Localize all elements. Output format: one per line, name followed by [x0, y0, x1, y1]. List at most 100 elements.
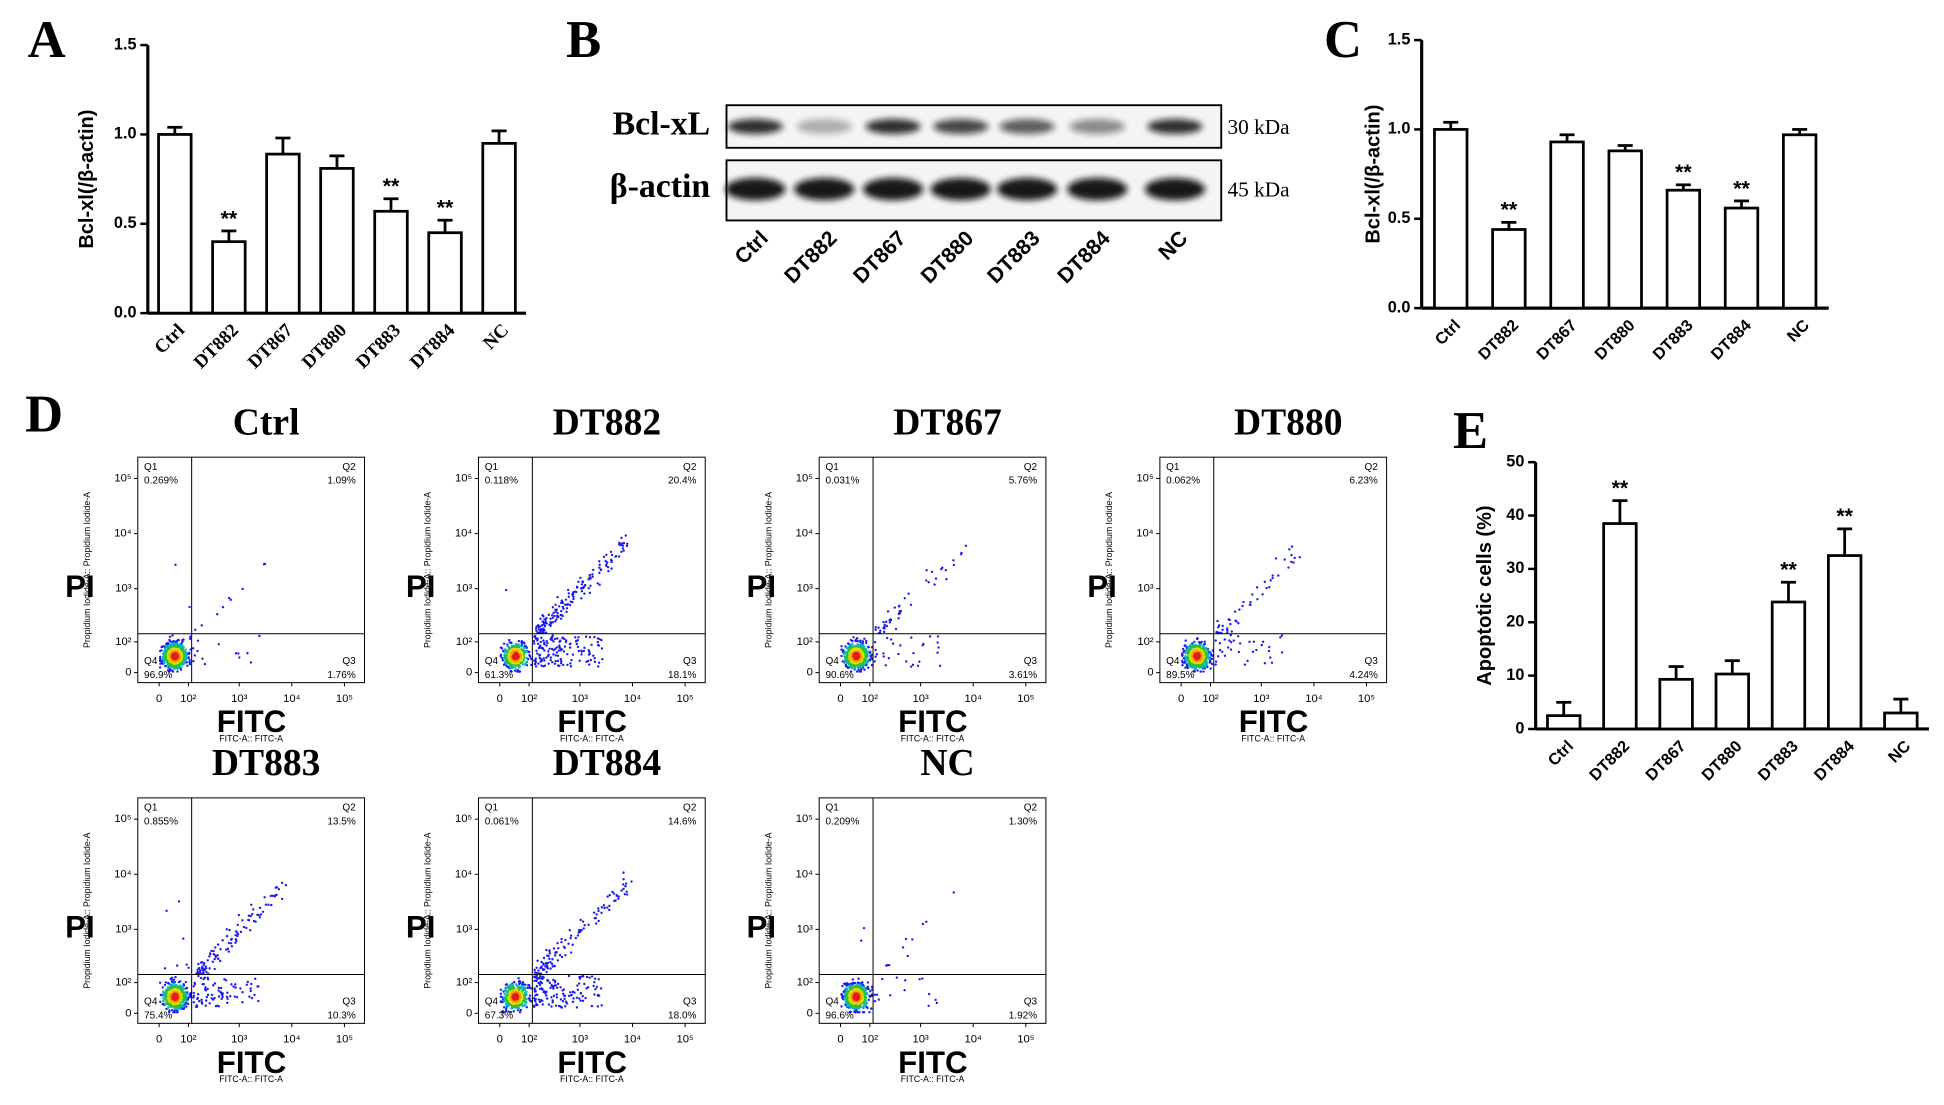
event-dot	[566, 653, 568, 655]
event-dot	[555, 654, 557, 656]
bar	[1551, 142, 1584, 308]
event-dot	[246, 652, 248, 654]
event-dot	[572, 653, 574, 655]
event-dot	[910, 604, 912, 606]
event-dot	[1255, 649, 1257, 651]
event-dot	[605, 554, 607, 556]
event-dot	[570, 951, 572, 953]
event-dot	[171, 634, 173, 636]
event-dot	[162, 1000, 164, 1002]
event-dot	[584, 924, 586, 926]
event-dot	[538, 998, 540, 1000]
event-dot	[889, 621, 891, 623]
event-dot	[867, 646, 869, 648]
event-dot	[501, 657, 503, 659]
bar	[267, 154, 300, 313]
event-dot	[201, 1001, 203, 1003]
x-tick-label: 10³	[572, 693, 589, 705]
event-dot	[1265, 587, 1267, 589]
event-dot	[189, 662, 191, 664]
event-dot	[208, 967, 210, 969]
event-dot	[539, 984, 541, 986]
y-tick-label: 10⁵	[114, 472, 131, 484]
event-dot	[541, 647, 543, 649]
event-dot	[1241, 605, 1243, 607]
event-dot	[898, 605, 900, 607]
event-dot	[209, 1002, 211, 1004]
event-dot	[534, 663, 536, 665]
event-dot	[567, 943, 569, 945]
event-dot	[583, 647, 585, 649]
event-dot	[588, 576, 590, 578]
event-dot	[933, 583, 935, 585]
event-dot	[580, 597, 582, 599]
event-dot	[228, 942, 230, 944]
bar	[483, 143, 516, 313]
event-dot	[259, 907, 261, 909]
event-dot	[246, 984, 248, 986]
event-dot	[562, 1000, 564, 1002]
event-dot	[1209, 667, 1211, 669]
event-dot	[579, 919, 581, 921]
event-dot	[551, 661, 553, 663]
event-dot	[1264, 581, 1266, 583]
event-dot	[230, 599, 232, 601]
event-dot	[552, 617, 554, 619]
event-dot	[556, 646, 558, 648]
event-dot	[577, 646, 579, 648]
event-dot	[548, 614, 550, 616]
y-tick-label: 0	[466, 667, 472, 679]
event-dot	[260, 913, 262, 915]
event-dot	[174, 976, 176, 978]
event-dot	[558, 649, 560, 651]
event-dot	[1230, 634, 1232, 636]
event-dot	[187, 967, 189, 969]
event-dot	[1229, 623, 1231, 625]
event-dot	[899, 612, 901, 614]
event-dot	[188, 993, 190, 995]
event-dot	[562, 993, 564, 995]
event-dot	[1249, 601, 1251, 603]
event-dot	[500, 993, 502, 995]
bar	[1667, 190, 1700, 308]
event-dot	[231, 938, 233, 940]
event-dot	[245, 927, 247, 929]
event-dot	[580, 587, 582, 589]
bar	[1783, 135, 1816, 308]
event-dot	[549, 621, 551, 623]
event-dot	[551, 958, 553, 960]
event-dot	[925, 569, 927, 571]
y-tick-label: 0	[125, 1007, 131, 1019]
event-dot	[622, 549, 624, 551]
event-dot	[845, 664, 847, 666]
event-dot	[931, 571, 933, 573]
event-dot	[606, 895, 608, 897]
event-dot	[551, 985, 553, 987]
event-dot	[600, 912, 602, 914]
event-dot	[1226, 629, 1228, 631]
event-dot	[576, 643, 578, 645]
event-dot	[229, 995, 231, 997]
event-dot	[616, 895, 618, 897]
event-dot	[197, 963, 199, 965]
event-dot	[557, 947, 559, 949]
event-dot	[196, 650, 198, 652]
event-dot	[1262, 641, 1264, 643]
event-dot	[561, 637, 563, 639]
event-dot	[625, 534, 627, 536]
event-dot	[254, 978, 256, 980]
event-dot	[539, 982, 541, 984]
event-dot	[559, 1005, 561, 1007]
event-dot	[552, 606, 554, 608]
event-dot	[240, 931, 242, 933]
event-dot	[840, 645, 842, 647]
event-dot	[551, 965, 553, 967]
event-dot	[250, 904, 252, 906]
event-dot	[533, 976, 535, 978]
event-dot	[577, 931, 579, 933]
event-dot	[538, 647, 540, 649]
event-dot	[574, 590, 576, 592]
event-dot	[250, 983, 252, 985]
event-dot	[1233, 639, 1235, 641]
event-dot	[227, 948, 229, 950]
